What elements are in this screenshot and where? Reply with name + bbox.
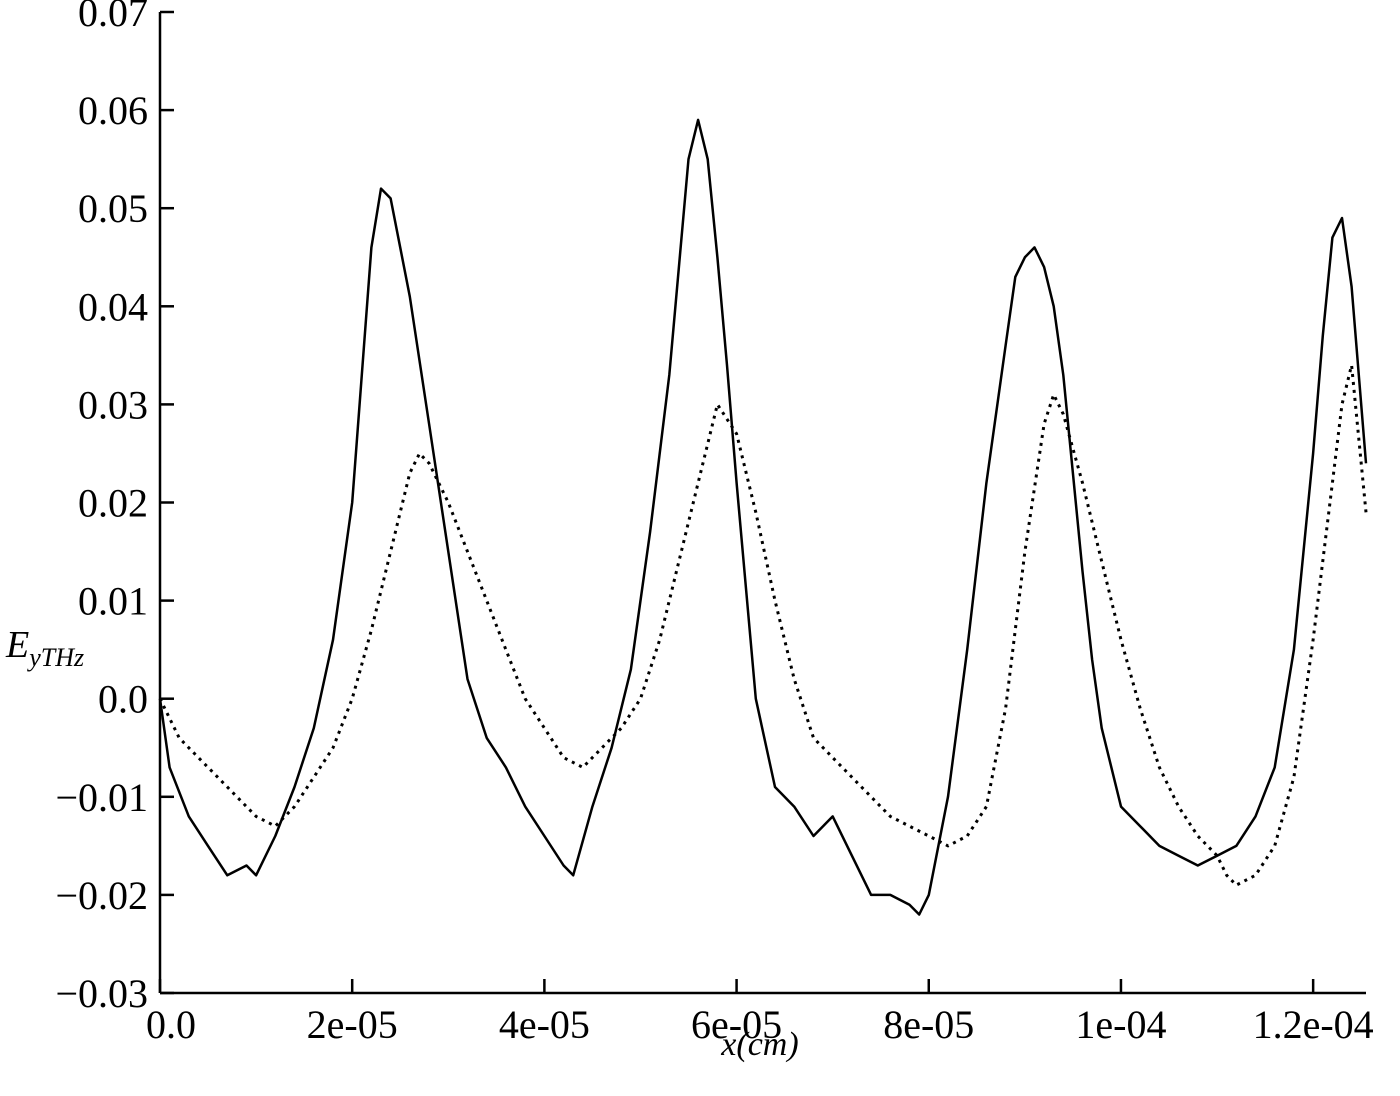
x-tick-label: 6e-05: [691, 1002, 782, 1047]
y-tick-label: 0.07: [78, 0, 148, 35]
dotted-series-line: [158, 363, 1368, 887]
y-axis-label-main: E: [5, 624, 29, 666]
x-axis-label: x(cm): [720, 1026, 798, 1063]
y-axis-label-subscript: yTHz: [26, 643, 84, 672]
solid-series-line: [158, 118, 1368, 916]
tick-layer: 0.07 0.06 0.05 0.04 0.03 0.02 0.01 0.0 −0.01 −0.0…: [55, 0, 1373, 1047]
y-axis-label: EyTHz: [5, 624, 84, 672]
x-tick-label: 4e-05: [499, 1002, 590, 1047]
y-tick-label: 0.04: [78, 284, 148, 329]
y-tick-label: 0.06: [78, 88, 148, 133]
series-layer: [158, 118, 1368, 916]
x-tick-label: 1e-04: [1075, 1002, 1166, 1047]
y-tick-label: 0.0: [98, 677, 148, 722]
y-tick-label: 0.02: [78, 481, 148, 526]
x-tick-label: 2e-05: [307, 1002, 398, 1047]
y-tick-label: 0.05: [78, 186, 148, 231]
y-tick-label: −0.03: [55, 971, 148, 1016]
y-tick-label: 0.01: [78, 579, 148, 624]
y-tick-label: −0.02: [55, 873, 148, 918]
y-tick-label: −0.01: [55, 775, 148, 820]
x-tick-label: 0.0: [146, 1002, 196, 1047]
x-tick-label: 8e-05: [883, 1002, 974, 1047]
x-tick-label: 1.2e-04: [1253, 1002, 1374, 1047]
y-tick-label: 0.03: [78, 382, 148, 427]
